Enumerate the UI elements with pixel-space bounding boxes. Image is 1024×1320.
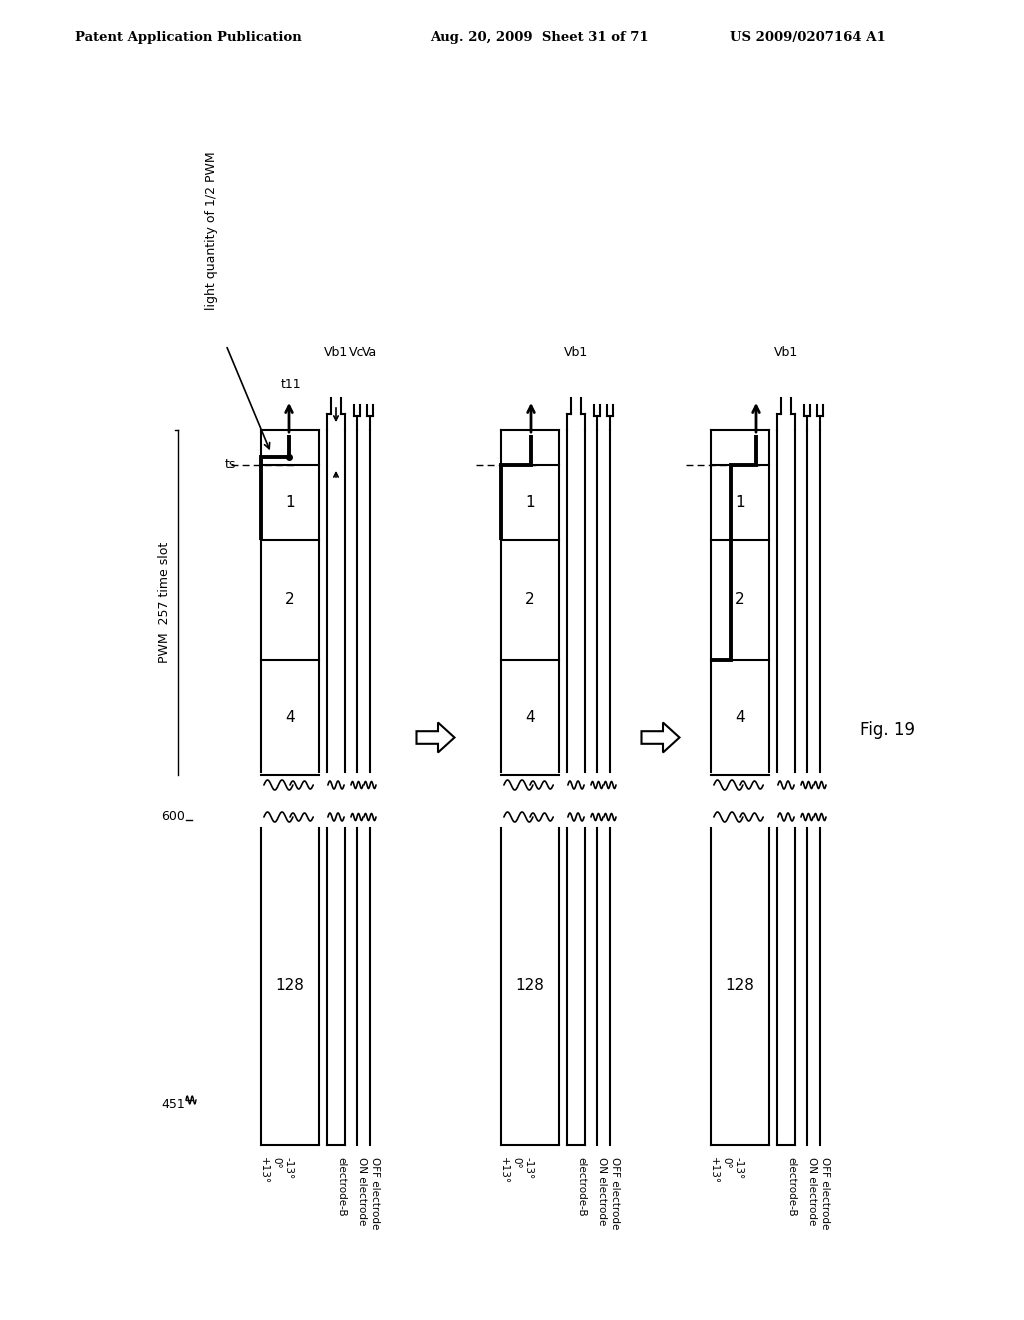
Polygon shape (641, 722, 680, 752)
Text: -13°: -13° (733, 1158, 743, 1179)
Text: US 2009/0207164 A1: US 2009/0207164 A1 (730, 30, 886, 44)
Text: 2: 2 (286, 593, 295, 607)
Polygon shape (417, 722, 455, 752)
Text: Patent Application Publication: Patent Application Publication (75, 30, 302, 44)
Text: Va: Va (362, 346, 378, 359)
Text: Fig. 19: Fig. 19 (860, 721, 915, 739)
Text: OFF electrode: OFF electrode (370, 1158, 380, 1229)
Text: +13°: +13° (259, 1158, 269, 1184)
Text: Vb1: Vb1 (774, 346, 798, 359)
Text: 4: 4 (525, 710, 535, 725)
Text: 2: 2 (525, 593, 535, 607)
Text: Aug. 20, 2009  Sheet 31 of 71: Aug. 20, 2009 Sheet 31 of 71 (430, 30, 648, 44)
Text: +13°: +13° (499, 1158, 509, 1184)
Text: ON electrode: ON electrode (357, 1158, 367, 1225)
Text: light quantity of 1/2 PWM: light quantity of 1/2 PWM (206, 152, 218, 310)
Text: 1: 1 (735, 495, 744, 510)
Text: Vb1: Vb1 (564, 346, 588, 359)
Text: 2: 2 (735, 593, 744, 607)
Text: ON electrode: ON electrode (807, 1158, 817, 1225)
Text: electrode-B: electrode-B (786, 1158, 796, 1217)
Text: 4: 4 (735, 710, 744, 725)
Text: 0°: 0° (511, 1158, 521, 1168)
Text: -13°: -13° (523, 1158, 534, 1179)
Text: 4: 4 (286, 710, 295, 725)
Text: 128: 128 (726, 978, 755, 993)
Text: ON electrode: ON electrode (597, 1158, 607, 1225)
Text: +13°: +13° (709, 1158, 719, 1184)
Text: PWM  257 time slot: PWM 257 time slot (159, 543, 171, 663)
Text: Vc: Vc (349, 346, 365, 359)
Text: OFF electrode: OFF electrode (820, 1158, 830, 1229)
Text: ts: ts (224, 458, 236, 471)
Text: t11: t11 (281, 379, 301, 392)
Text: -13°: -13° (283, 1158, 293, 1179)
Text: 0°: 0° (721, 1158, 731, 1168)
Text: 1: 1 (286, 495, 295, 510)
Text: 0°: 0° (271, 1158, 281, 1168)
Text: 1: 1 (525, 495, 535, 510)
Text: Vb1: Vb1 (324, 346, 348, 359)
Text: 600: 600 (161, 810, 185, 824)
Text: OFF electrode: OFF electrode (610, 1158, 620, 1229)
Text: electrode-B: electrode-B (575, 1158, 586, 1217)
Text: 128: 128 (275, 978, 304, 993)
Text: electrode-B: electrode-B (336, 1158, 346, 1217)
Text: 128: 128 (515, 978, 545, 993)
Text: 451: 451 (161, 1098, 185, 1111)
